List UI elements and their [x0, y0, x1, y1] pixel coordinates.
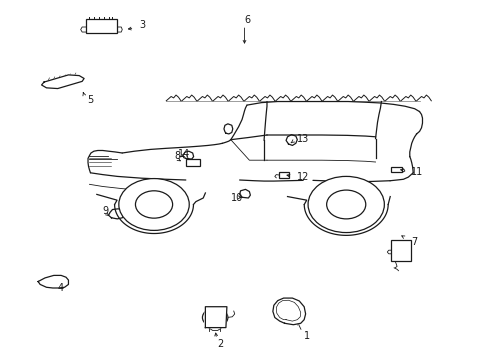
Polygon shape [183, 151, 193, 159]
Circle shape [202, 308, 227, 327]
Text: 14: 14 [177, 149, 189, 159]
Polygon shape [204, 307, 226, 328]
Text: 12: 12 [297, 172, 309, 182]
Text: 2: 2 [217, 339, 224, 349]
Polygon shape [239, 189, 250, 198]
Text: 6: 6 [244, 15, 250, 25]
Circle shape [207, 312, 223, 323]
Circle shape [211, 315, 218, 320]
Text: 10: 10 [230, 193, 243, 203]
Bar [85, 19, 117, 33]
Polygon shape [41, 75, 84, 89]
Circle shape [119, 179, 189, 230]
Polygon shape [272, 298, 305, 325]
Text: 1: 1 [304, 330, 310, 341]
Bar [278, 172, 289, 178]
Polygon shape [108, 209, 124, 219]
Text: 9: 9 [102, 206, 109, 216]
Bar [390, 167, 401, 172]
Polygon shape [38, 275, 68, 288]
Polygon shape [285, 135, 297, 145]
Text: 8: 8 [174, 150, 180, 161]
Text: 3: 3 [139, 20, 145, 30]
Text: 13: 13 [297, 134, 309, 144]
Circle shape [307, 176, 384, 233]
Bar [185, 159, 199, 166]
Circle shape [326, 190, 365, 219]
Bar [390, 240, 410, 261]
Text: 11: 11 [410, 167, 422, 177]
Text: 7: 7 [410, 237, 416, 247]
Text: 5: 5 [87, 95, 93, 105]
Circle shape [135, 191, 172, 218]
Text: 4: 4 [58, 283, 64, 293]
